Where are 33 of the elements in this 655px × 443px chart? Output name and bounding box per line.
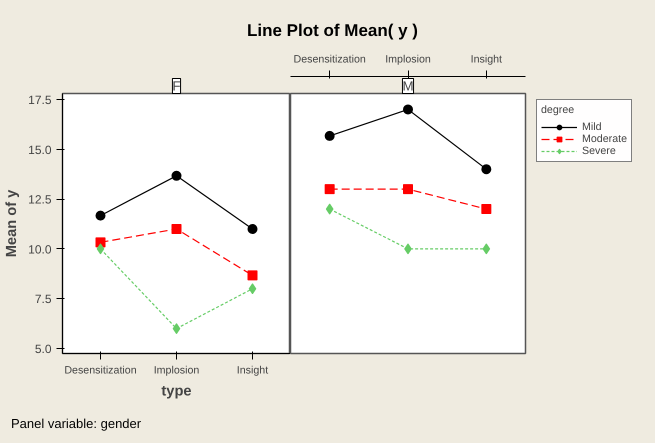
- point: [172, 224, 182, 234]
- point: [403, 184, 413, 194]
- point: [172, 170, 182, 181]
- y-tick-label: 15.0: [28, 142, 52, 157]
- x-axis-title: type: [161, 384, 192, 400]
- point: [324, 130, 335, 141]
- legend-title: degree: [541, 104, 576, 116]
- x-tick-label: Desensitization: [64, 364, 137, 376]
- y-tick-label: 10.0: [28, 242, 52, 256]
- point: [248, 270, 258, 280]
- legend-label: Mild: [582, 121, 602, 133]
- x-tick-label: Implosion: [385, 54, 431, 66]
- x-tick-label: Desensitization: [294, 54, 366, 66]
- chart-subtitle: M: [402, 78, 414, 94]
- point: [481, 164, 492, 174]
- y-axis-title: Mean of y: [4, 188, 20, 258]
- legend-label: Moderate: [582, 133, 628, 145]
- y-tick-label: 12.5: [28, 192, 52, 207]
- x-tick-label: Insight: [470, 54, 502, 66]
- x-tick-label: Insight: [236, 364, 268, 376]
- chart-subtitle: F: [172, 78, 181, 94]
- y-tick-label: 17.5: [28, 92, 52, 107]
- legend-label: Severe: [582, 145, 616, 157]
- point: [403, 104, 413, 114]
- y-tick-label: 5.0: [34, 342, 52, 356]
- y-tick-label: 7.5: [34, 292, 52, 306]
- point: [481, 204, 492, 214]
- text: Line Plot of Mean( y ): [247, 20, 418, 42]
- point: [248, 224, 258, 234]
- point: [96, 210, 106, 221]
- text: Panel variable: gender: [11, 415, 142, 433]
- point: [324, 184, 335, 194]
- x-tick-label: Implosion: [154, 364, 200, 376]
